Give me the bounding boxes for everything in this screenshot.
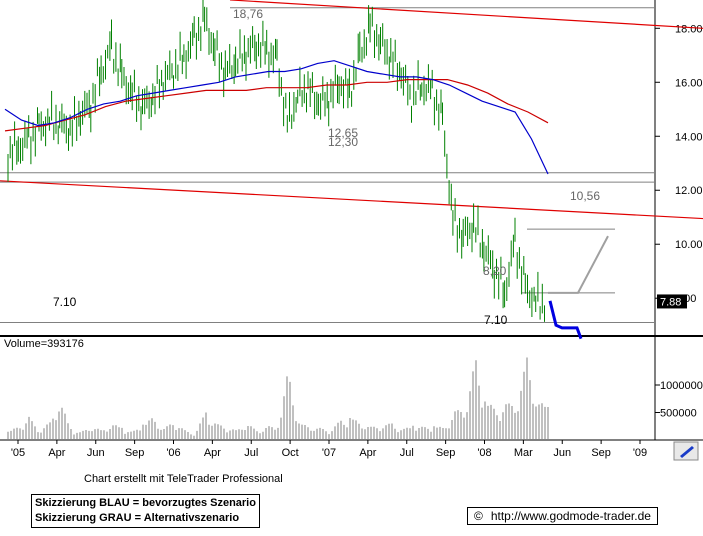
volume-tick-label: 1000000 — [660, 380, 703, 392]
ma-fast-line — [4, 60, 549, 175]
annotation-level: 12,30 — [328, 135, 358, 149]
x-tick-label: Apr — [48, 447, 65, 459]
y-tick-label: 14.00 — [675, 131, 703, 143]
x-tick-label: Sep — [591, 447, 611, 459]
ma-slow-line — [4, 79, 549, 132]
website-box: © http://www.godmode-trader.de — [467, 507, 658, 525]
x-tick-label: Jul — [400, 447, 414, 459]
credit-text: Chart erstellt mit TeleTrader Profession… — [84, 473, 283, 485]
annotation-level: 12,65 — [328, 126, 358, 140]
volume-label: Volume=393176 — [4, 338, 84, 350]
x-tick-label: '06 — [166, 447, 180, 459]
x-tick-label: Apr — [359, 447, 376, 459]
last-price-label: 7.88 — [660, 296, 681, 308]
x-tick-label: '07 — [322, 447, 336, 459]
volume-tick-label: 500000 — [660, 408, 697, 420]
annotation-target: 10,56 — [570, 189, 600, 203]
x-tick-label: Sep — [436, 447, 456, 459]
pen-icon[interactable] — [673, 441, 699, 461]
x-tick-label: Jun — [553, 447, 571, 459]
y-tick-label: 16.00 — [675, 77, 703, 89]
annotation-high: 18,76 — [233, 7, 263, 21]
x-tick-label: Jul — [244, 447, 258, 459]
copyright-icon: © — [474, 509, 483, 523]
legend-grey-text: Skizzierung GRAU = Alternativszenario — [35, 512, 240, 524]
scenario-grey-path — [548, 235, 609, 294]
annotation-support: 8,20 — [483, 264, 507, 278]
x-tick-label: '09 — [633, 447, 647, 459]
x-tick-label: '05 — [11, 447, 25, 459]
x-tick-label: '08 — [477, 447, 491, 459]
y-tick-label: 12.00 — [675, 185, 703, 197]
x-tick-label: Apr — [204, 447, 221, 459]
pen-icon-body — [680, 446, 694, 458]
last-price-box — [657, 294, 687, 309]
website-link[interactable]: http://www.godmode-trader.de — [490, 509, 651, 523]
scenario-legend: Skizzierung BLAU = bevorzugtes Szenario … — [31, 494, 260, 528]
legend-blue-text: Skizzierung BLAU = bevorzugtes Szenario — [35, 497, 256, 509]
x-tick-label: Jun — [87, 447, 105, 459]
x-tick-label: Oct — [282, 447, 299, 459]
channel-upper-line — [229, 0, 703, 29]
y-tick-label: 10.00 — [675, 239, 703, 251]
channel-lower-line — [0, 180, 703, 220]
scenario-blue-path — [548, 300, 583, 340]
annotation-low-right: 7.10 — [484, 313, 508, 327]
annotation-low-left: 7.10 — [53, 295, 77, 309]
x-tick-label: Sep — [125, 447, 145, 459]
x-tick-label: Mar — [514, 447, 533, 459]
y-tick-label: 18.00 — [675, 23, 703, 35]
